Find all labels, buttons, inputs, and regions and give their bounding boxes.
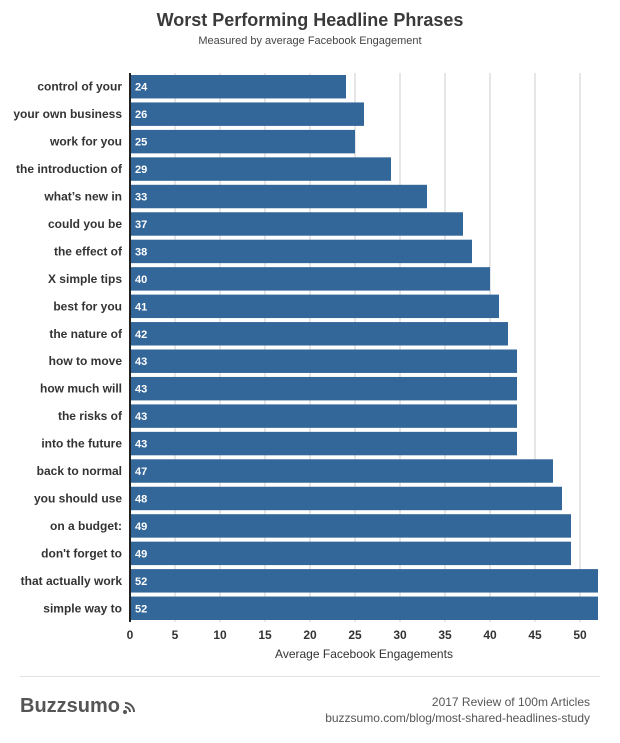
- bar-value-label: 26: [135, 109, 147, 121]
- x-tick-label: 10: [213, 628, 227, 642]
- x-tick-label: 15: [258, 628, 272, 642]
- category-label: control of your: [37, 80, 122, 94]
- bar-value-label: 38: [135, 246, 147, 258]
- category-label: how much will: [40, 382, 122, 396]
- bar: [131, 404, 517, 428]
- bar-value-label: 43: [135, 439, 147, 451]
- bar: [131, 129, 355, 154]
- bar: [131, 102, 364, 126]
- category-label: the risks of: [58, 409, 123, 423]
- category-label: back to normal: [37, 464, 122, 478]
- x-tick-label: 25: [348, 628, 362, 642]
- bar: [131, 541, 571, 566]
- x-tick-label: 40: [483, 628, 497, 642]
- category-label: the effect of: [54, 244, 123, 258]
- category-label: simple way to: [43, 601, 122, 615]
- category-label: X simple tips: [48, 272, 122, 286]
- x-axis: 0 5 10 15 20 25 30 35 40 45 50: [127, 73, 587, 642]
- bar: [131, 596, 598, 620]
- bar: [131, 239, 472, 264]
- category-label: work for you: [49, 135, 122, 149]
- x-tick-label: 50: [573, 628, 587, 642]
- category-label: best for you: [53, 299, 122, 313]
- category-label: the introduction of: [16, 162, 123, 176]
- bar-value-label: 48: [135, 493, 147, 505]
- bar-value-label: 41: [135, 301, 147, 313]
- bar: [131, 157, 391, 181]
- chart-subtitle: Measured by average Facebook Engagement: [198, 35, 422, 47]
- bar-value-label: 52: [135, 603, 147, 615]
- bar: [131, 376, 517, 401]
- bar-value-label: 33: [135, 192, 147, 204]
- category-label: into the future: [41, 437, 122, 451]
- bar-value-label: 37: [135, 219, 147, 231]
- bar: [131, 459, 553, 483]
- bars: 24 26 25 29 33 37 38 40 41 42 43 43 43 43 47 48 49 49 52 52: [131, 75, 598, 620]
- bar: [131, 322, 508, 346]
- bar-value-label: 42: [135, 329, 147, 341]
- bar: [131, 294, 499, 319]
- category-label: that actually work: [21, 574, 123, 588]
- x-tick-label: 0: [127, 628, 134, 642]
- category-labels: control of your your own business work for…: [13, 80, 123, 616]
- bar: [131, 75, 346, 99]
- x-axis-title: Average Facebook Engagements: [275, 647, 453, 661]
- bar-value-label: 29: [135, 164, 147, 176]
- bar-value-label: 24: [135, 82, 148, 94]
- footer-divider: [20, 676, 600, 677]
- bar-value-label: 47: [135, 466, 147, 478]
- bar-value-label: 25: [135, 137, 147, 149]
- brand-name: Buzzsumo: [20, 695, 120, 717]
- bar: [131, 267, 490, 291]
- footer-review-text: 2017 Review of 100m Articles: [431, 695, 590, 709]
- chart-title: Worst Performing Headline Phrases: [156, 10, 464, 30]
- x-tick-label: 20: [303, 628, 317, 642]
- x-tick-label: 45: [528, 628, 542, 642]
- category-label: don't forget to: [41, 546, 122, 560]
- bar-value-label: 52: [135, 576, 147, 588]
- bar: [131, 212, 463, 236]
- x-tick-label: 35: [438, 628, 452, 642]
- bar: [131, 431, 517, 456]
- bar-value-label: 49: [135, 521, 147, 533]
- bar-value-label: 43: [135, 356, 147, 368]
- category-label: your own business: [13, 107, 122, 121]
- category-label: the nature of: [49, 327, 123, 341]
- category-label: you should use: [34, 491, 122, 505]
- bar-value-label: 40: [135, 274, 147, 286]
- bar: [131, 184, 427, 209]
- buzzsumo-logo: Buzzsumo: [20, 695, 138, 718]
- category-label: on a budget:: [50, 519, 122, 533]
- category-label: how to move: [49, 354, 123, 368]
- grid-lines: [174, 73, 581, 622]
- bar: [131, 486, 562, 511]
- x-tick-label: 5: [172, 628, 179, 642]
- bar-value-label: 43: [135, 411, 147, 423]
- footer-url: buzzsumo.com/blog/most-shared-headlines-…: [325, 711, 590, 725]
- bar-value-label: 43: [135, 384, 147, 396]
- signal-waves-icon: [123, 701, 135, 714]
- x-tick-label: 30: [393, 628, 407, 642]
- bar-value-label: 49: [135, 548, 147, 560]
- bar: [131, 569, 598, 593]
- category-label: what’s new in: [43, 190, 122, 204]
- bar: [131, 514, 571, 538]
- category-label: could you be: [48, 217, 122, 231]
- bar: [131, 349, 517, 373]
